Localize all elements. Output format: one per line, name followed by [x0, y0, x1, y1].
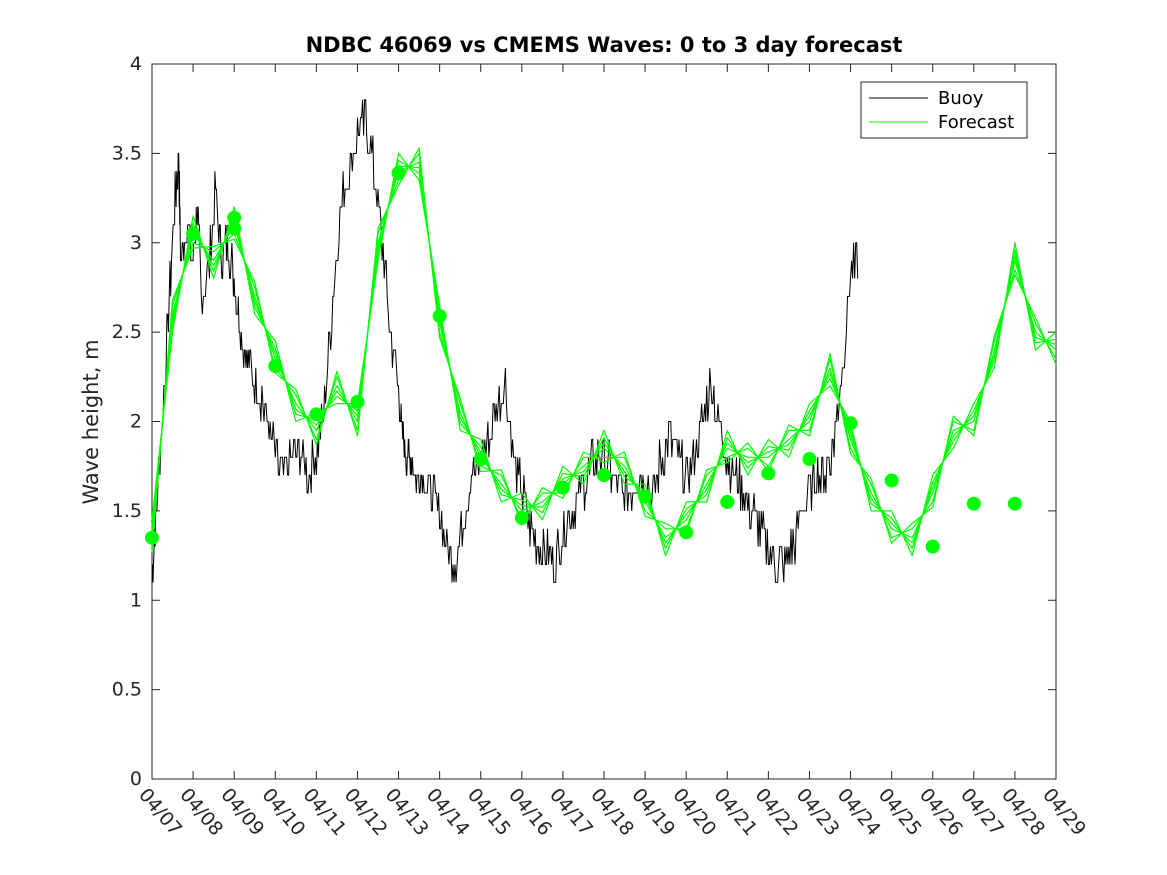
forecast-marker [843, 416, 858, 431]
y-tick-label: 1.5 [112, 500, 142, 522]
forecast-marker [761, 466, 776, 481]
legend-label-buoy: Buoy [938, 88, 984, 109]
forecast-marker [473, 452, 488, 467]
forecast-marker [432, 309, 447, 324]
forecast-marker [227, 221, 242, 236]
forecast-marker [597, 468, 611, 483]
forecast-marker [227, 210, 242, 225]
forecast-marker [802, 452, 817, 467]
forecast-marker [884, 473, 899, 488]
forecast-marker [514, 511, 529, 526]
forecast-line-0 [151, 161, 1057, 539]
legend-label-forecast: Forecast [938, 112, 1014, 133]
forecast-marker [555, 480, 570, 495]
forecast-marker [638, 489, 653, 504]
forecast-marker [186, 226, 201, 241]
forecast-line-5 [151, 165, 1057, 544]
forecast-marker [309, 407, 324, 422]
forecast-line-1 [151, 159, 1057, 550]
forecast-line-3 [151, 152, 1057, 557]
forecast-marker [679, 525, 694, 540]
forecast-marker [1007, 496, 1022, 511]
forecast-marker [268, 359, 283, 374]
forecast-marker [391, 166, 406, 181]
y-tick-label: 3 [130, 232, 142, 254]
y-tick-label: 2 [130, 411, 142, 433]
forecast-marker [720, 494, 735, 509]
forecast-marker [925, 539, 940, 554]
y-tick-label: 4 [130, 53, 142, 75]
legend-box [860, 81, 1028, 139]
y-axis-label: Wave height, m [79, 339, 103, 504]
y-tick-label: 1 [130, 589, 142, 611]
y-tick-label: 3.5 [112, 142, 142, 164]
forecast-marker [966, 496, 981, 511]
forecast-marker [145, 530, 159, 545]
y-tick-label: 0 [130, 768, 142, 790]
legend: Buoy Forecast [860, 81, 1028, 139]
forecast-line-4 [151, 147, 1057, 553]
forecast-line-2 [151, 152, 1057, 547]
chart-title: NDBC 46069 vs CMEMS Waves: 0 to 3 day fo… [306, 33, 903, 57]
y-tick-label: 2.5 [112, 321, 142, 343]
forecast-marker [350, 394, 365, 409]
y-tick-label: 0.5 [112, 679, 142, 701]
